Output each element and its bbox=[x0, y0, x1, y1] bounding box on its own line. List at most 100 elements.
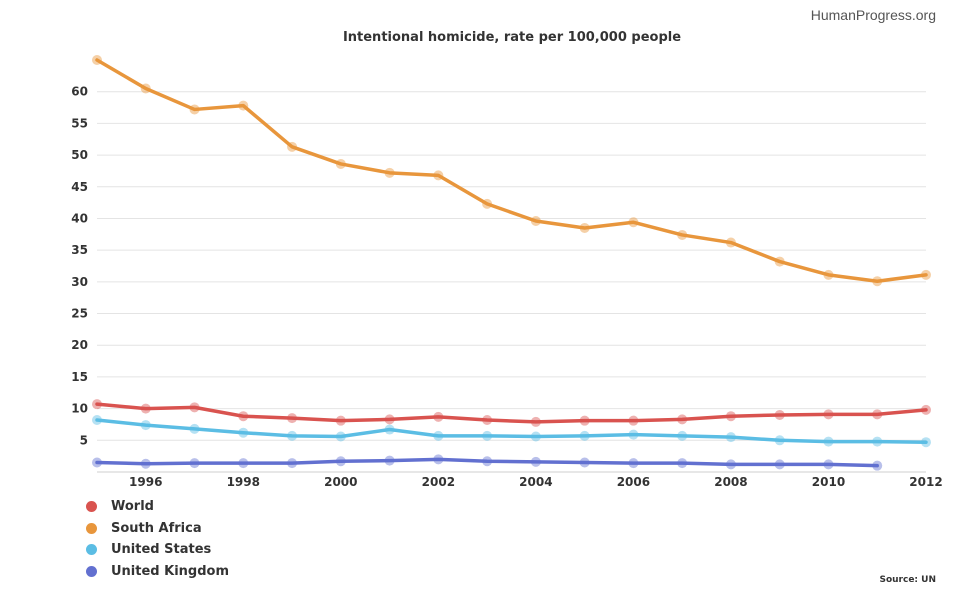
data-point-united-kingdom bbox=[628, 458, 639, 469]
data-point-united-kingdom bbox=[482, 456, 493, 467]
data-point-united-states bbox=[287, 430, 298, 441]
y-tick-label: 25 bbox=[71, 307, 88, 321]
data-point-world bbox=[189, 402, 200, 413]
data-point-south-africa bbox=[725, 237, 736, 248]
data-point-united-states bbox=[335, 431, 346, 442]
x-tick-label: 2012 bbox=[909, 475, 942, 489]
data-point-united-states bbox=[872, 436, 883, 447]
y-tick-label: 10 bbox=[71, 402, 88, 416]
brand-label: HumanProgress.org bbox=[810, 7, 936, 23]
data-point-united-states bbox=[628, 429, 639, 440]
data-point-united-kingdom bbox=[287, 458, 298, 469]
data-point-south-africa bbox=[482, 198, 493, 209]
y-tick-label: 20 bbox=[71, 338, 88, 352]
data-point-south-africa bbox=[92, 55, 102, 65]
series-line-united-states bbox=[95, 418, 928, 444]
legend-item-south-africa[interactable]: South Africa bbox=[86, 518, 229, 540]
data-point-united-states bbox=[140, 420, 151, 431]
legend-dot-world bbox=[86, 501, 97, 513]
data-point-world bbox=[774, 409, 785, 420]
y-tick-label: 60 bbox=[71, 85, 88, 99]
legend-item-united-states[interactable]: United States bbox=[86, 539, 229, 561]
data-point-united-kingdom bbox=[725, 459, 736, 470]
x-tick-label: 2010 bbox=[812, 475, 845, 489]
data-point-united-kingdom bbox=[677, 458, 688, 469]
data-point-united-states bbox=[823, 436, 834, 447]
x-tick-label: 2008 bbox=[714, 475, 747, 489]
data-point-world bbox=[140, 403, 151, 414]
chart-legend: World South Africa United States United … bbox=[86, 496, 229, 582]
y-tick-label: 40 bbox=[71, 211, 88, 225]
data-point-world bbox=[384, 414, 395, 425]
y-tick-label: 35 bbox=[71, 243, 88, 257]
legend-label-united-states: United States bbox=[111, 542, 212, 558]
data-point-world bbox=[921, 404, 931, 415]
data-point-united-states bbox=[530, 431, 541, 442]
legend-item-united-kingdom[interactable]: United Kingdom bbox=[86, 561, 229, 583]
data-point-south-africa bbox=[140, 83, 151, 94]
data-point-united-kingdom bbox=[530, 456, 541, 467]
data-point-world bbox=[238, 411, 249, 422]
chart-title: Intentional homicide, rate per 100,000 p… bbox=[342, 30, 682, 45]
data-point-south-africa bbox=[921, 269, 931, 280]
data-point-united-kingdom bbox=[140, 458, 151, 469]
data-point-world bbox=[677, 414, 688, 425]
data-point-south-africa bbox=[238, 100, 249, 111]
legend-label-united-kingdom: United Kingdom bbox=[111, 563, 230, 579]
data-point-world bbox=[530, 416, 541, 427]
x-tick-label: 2004 bbox=[519, 475, 552, 489]
data-point-united-states bbox=[677, 430, 688, 441]
data-point-united-kingdom bbox=[335, 456, 346, 467]
data-point-south-africa bbox=[579, 222, 590, 233]
data-point-south-africa bbox=[335, 158, 346, 169]
x-tick-label: 2000 bbox=[324, 475, 357, 489]
data-point-south-africa bbox=[823, 269, 834, 280]
series-line-united-kingdom bbox=[95, 457, 879, 468]
x-tick-label: 2002 bbox=[422, 475, 455, 489]
data-point-united-kingdom bbox=[238, 458, 249, 469]
data-point-south-africa bbox=[872, 276, 883, 287]
data-point-south-africa bbox=[287, 141, 298, 152]
data-point-united-kingdom bbox=[92, 457, 102, 468]
data-point-world bbox=[872, 409, 883, 420]
data-point-world bbox=[725, 411, 736, 422]
data-point-south-africa bbox=[189, 104, 200, 115]
series-line-world bbox=[95, 402, 928, 424]
y-tick-label: 30 bbox=[71, 275, 88, 289]
data-point-united-states bbox=[433, 430, 444, 441]
legend-label-south-africa: South Africa bbox=[111, 520, 202, 536]
legend-dot-united-kingdom bbox=[86, 565, 97, 577]
data-point-united-kingdom bbox=[774, 459, 785, 470]
data-point-south-africa bbox=[384, 167, 395, 178]
y-tick-label: 50 bbox=[71, 148, 88, 162]
data-point-south-africa bbox=[774, 256, 785, 267]
data-point-world bbox=[482, 415, 493, 426]
x-tick-label: 2006 bbox=[617, 475, 650, 489]
data-point-world bbox=[579, 415, 590, 426]
data-point-united-kingdom bbox=[433, 454, 444, 465]
data-point-united-kingdom bbox=[384, 455, 395, 466]
data-point-south-africa bbox=[628, 217, 639, 228]
data-point-united-kingdom bbox=[579, 457, 590, 468]
legend-label-world: World bbox=[111, 499, 154, 515]
data-point-world bbox=[823, 409, 834, 420]
data-point-united-states bbox=[921, 437, 931, 448]
x-tick-label: 1998 bbox=[227, 475, 260, 489]
data-point-united-kingdom bbox=[872, 460, 883, 471]
data-point-united-states bbox=[579, 430, 590, 441]
legend-item-world[interactable]: World bbox=[86, 496, 229, 518]
y-tick-label: 45 bbox=[71, 180, 88, 194]
data-point-united-kingdom bbox=[189, 458, 200, 469]
y-tick-label: 5 bbox=[80, 433, 88, 447]
legend-dot-united-states bbox=[86, 544, 97, 556]
data-point-united-kingdom bbox=[823, 459, 834, 470]
source-label: Source: UN bbox=[879, 575, 936, 585]
data-point-united-states bbox=[384, 424, 395, 435]
data-point-south-africa bbox=[677, 229, 688, 240]
data-point-united-states bbox=[238, 427, 249, 438]
y-tick-label: 55 bbox=[71, 116, 88, 130]
data-point-united-states bbox=[482, 430, 493, 441]
data-point-united-states bbox=[725, 432, 736, 443]
data-point-world bbox=[433, 411, 444, 422]
